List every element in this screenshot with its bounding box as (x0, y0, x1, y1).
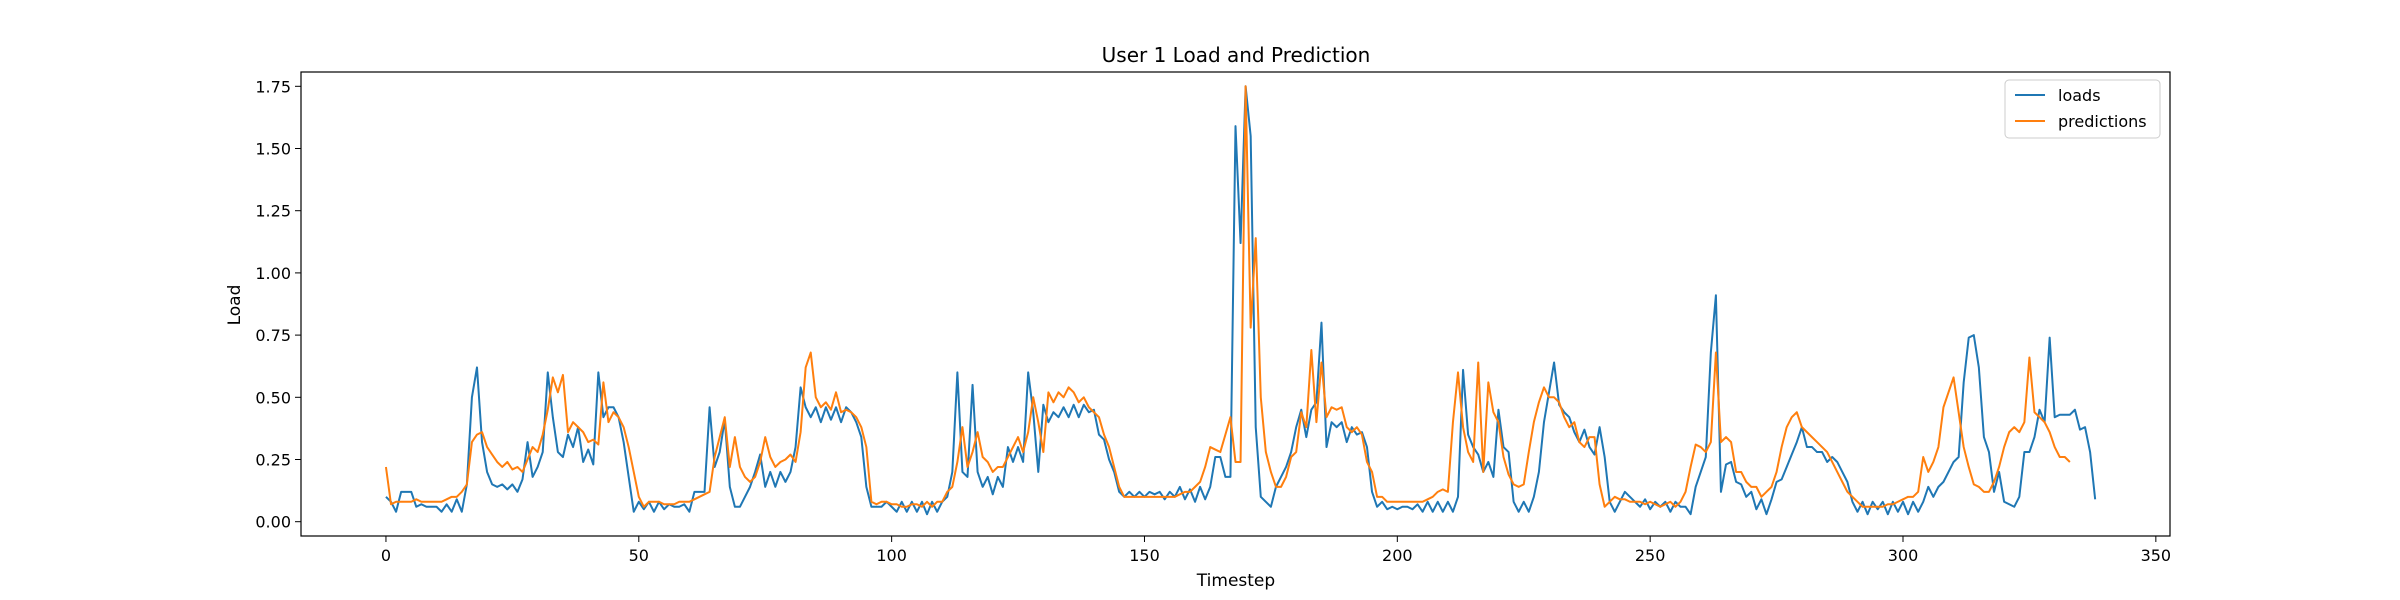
x-tick-label: 50 (629, 546, 649, 565)
x-tick-label: 150 (1129, 546, 1160, 565)
x-tick-label: 100 (876, 546, 907, 565)
y-tick-label: 0.50 (255, 388, 291, 407)
chart-title: User 1 Load and Prediction (1102, 43, 1371, 67)
y-tick-label: 1.75 (255, 77, 291, 96)
legend: loads predictions (2005, 80, 2160, 138)
y-axis-label: Load (225, 285, 245, 326)
y-tick-label: 0.75 (255, 326, 291, 345)
x-tick-label: 300 (1888, 546, 1919, 565)
legend-predictions-label: predictions (2058, 112, 2147, 131)
y-tick-label: 0.00 (255, 513, 291, 532)
x-tick-label: 350 (2141, 546, 2172, 565)
y-tick-label: 0.25 (255, 450, 291, 469)
y-tick-label: 1.50 (255, 140, 291, 159)
y-tick-label: 1.00 (255, 264, 291, 283)
y-tick-label: 1.25 (255, 202, 291, 221)
x-axis-label: Timestep (1196, 571, 1275, 591)
x-tick-label: 200 (1382, 546, 1413, 565)
legend-loads-label: loads (2058, 86, 2101, 105)
x-tick-label: 250 (1635, 546, 1666, 565)
x-tick-label: 0 (381, 546, 391, 565)
